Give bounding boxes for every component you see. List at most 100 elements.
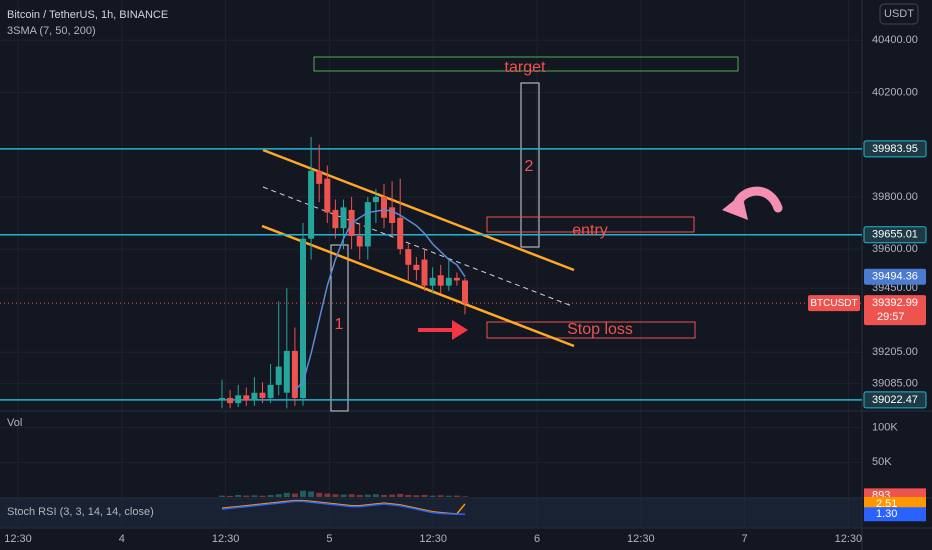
volume-bar xyxy=(259,495,266,497)
y-tick-label: 39205.00 xyxy=(872,346,918,358)
chart-title: Bitcoin / TetherUS, 1h, BINANCE xyxy=(7,9,168,21)
candle-body xyxy=(397,217,404,250)
candle-body xyxy=(275,366,282,385)
symbol-tag xyxy=(808,295,860,312)
x-tick-label: 7 xyxy=(742,533,748,545)
volume-bar xyxy=(348,494,355,497)
volume-bar xyxy=(235,494,242,497)
volume-bar xyxy=(413,495,420,497)
price-tag xyxy=(864,295,926,326)
y-tick-label: 39800.00 xyxy=(872,191,918,203)
stoch-band xyxy=(0,498,862,528)
candle-body xyxy=(300,238,306,398)
volume-bar xyxy=(445,495,452,497)
arrow-head xyxy=(452,320,468,340)
candle-body xyxy=(381,196,387,218)
volume-bar xyxy=(462,496,468,497)
candle-body xyxy=(462,280,468,304)
volume-bar xyxy=(437,495,444,497)
volume-bar xyxy=(283,492,290,497)
volume-tick-label: 100K xyxy=(872,422,898,434)
target-label: target xyxy=(505,59,546,76)
volume-bar xyxy=(251,495,258,497)
price-tag-label: 39494.36 xyxy=(872,271,918,283)
price-tag-label: 2.51 xyxy=(876,498,897,510)
candle-body xyxy=(251,392,258,401)
candle-body xyxy=(332,209,339,229)
candle-body xyxy=(437,275,444,286)
x-tick-label: 12:30 xyxy=(212,533,240,545)
target-box xyxy=(313,56,739,72)
stoch-d-line xyxy=(221,500,466,516)
candle-body xyxy=(356,236,363,247)
candle-body xyxy=(308,170,315,239)
stop-label: Stop loss xyxy=(567,321,633,338)
volume-bar xyxy=(219,495,225,497)
volume-bar xyxy=(275,494,282,497)
y-tick-label: 39450.00 xyxy=(872,282,918,294)
price-tag-label: 39983.95 xyxy=(872,143,918,155)
channel-mid xyxy=(262,186,573,307)
leg-label: 1 xyxy=(335,316,344,333)
sma-line xyxy=(294,209,466,391)
candle-body xyxy=(227,397,234,404)
x-tick-label: 6 xyxy=(534,533,540,545)
volume-tick-label: 50K xyxy=(872,456,892,468)
x-tick-label: 12:30 xyxy=(627,533,655,545)
indicator-title: 3SMA (7, 50, 200) xyxy=(7,25,96,37)
price-tag-label: 1.30 xyxy=(876,508,897,520)
volume-title: Vol xyxy=(7,417,22,429)
y-tick-label: 40200.00 xyxy=(872,86,918,98)
volume-bar xyxy=(453,495,460,497)
price-tag xyxy=(864,507,926,522)
volume-bar xyxy=(267,494,274,497)
volume-bar xyxy=(340,494,347,497)
price-tag-label: 39022.47 xyxy=(872,394,918,406)
volume-bar xyxy=(356,494,363,497)
volume-bar xyxy=(316,492,323,497)
curved-arrow-head xyxy=(722,194,748,220)
volume-bar xyxy=(332,494,339,497)
entry-box xyxy=(486,216,695,233)
y-tick-label: 39600.00 xyxy=(872,243,918,255)
price-tag-label: 39655.01 xyxy=(872,229,918,241)
x-tick-label: 12:30 xyxy=(4,533,32,545)
x-tick-label: 5 xyxy=(326,533,332,545)
price-tag xyxy=(864,268,926,285)
volume-bar xyxy=(324,493,331,497)
y-tick-label: 40400.00 xyxy=(872,34,918,46)
candle-body xyxy=(283,350,290,393)
x-tick-label: 12:30 xyxy=(419,533,447,545)
price-tag xyxy=(863,226,927,244)
price-tag-label: 39392.99 xyxy=(872,297,918,309)
leg-box xyxy=(330,244,349,412)
symbol-label: BTCUSDT xyxy=(810,298,857,309)
grid xyxy=(0,0,862,528)
candle-body xyxy=(453,277,460,281)
candle-body xyxy=(316,170,323,184)
volume-bar xyxy=(429,495,436,497)
candle-body xyxy=(243,395,250,401)
volume-bar xyxy=(300,490,306,497)
volume-bar xyxy=(421,494,428,497)
volume-bar xyxy=(405,494,412,497)
candle-body xyxy=(413,264,420,270)
stoch-k-line xyxy=(221,499,466,515)
currency[interactable]: USDT xyxy=(884,8,914,20)
volume-bar xyxy=(227,495,234,497)
candle-body xyxy=(405,249,412,265)
volume-bar xyxy=(243,495,250,497)
candle-body xyxy=(389,207,396,223)
channel-line xyxy=(261,224,575,348)
price-tag xyxy=(863,391,927,409)
candle-body xyxy=(235,395,242,404)
stop-box xyxy=(486,321,696,339)
currency-button[interactable] xyxy=(879,3,919,25)
y-tick-label: 39085.00 xyxy=(872,377,918,389)
countdown: 29:57 xyxy=(877,311,905,323)
candle-body xyxy=(259,392,266,398)
candle-body xyxy=(372,196,379,203)
candle-body xyxy=(445,277,452,286)
